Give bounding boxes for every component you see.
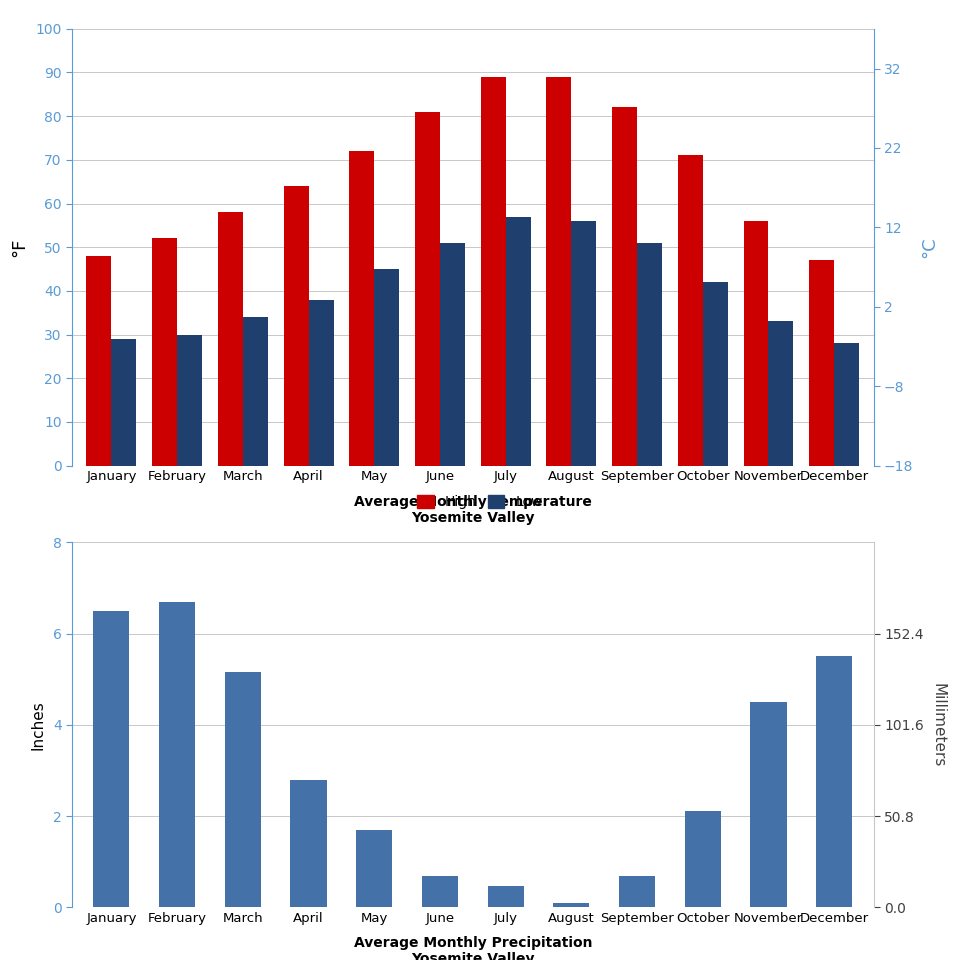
Bar xyxy=(768,322,793,466)
Bar xyxy=(421,876,458,907)
Bar xyxy=(152,238,178,466)
Bar xyxy=(834,344,859,466)
Legend: High, Low: High, Low xyxy=(412,490,548,515)
Bar xyxy=(374,269,399,466)
Bar xyxy=(571,221,596,466)
Y-axis label: °C: °C xyxy=(921,236,938,258)
Bar xyxy=(684,811,721,907)
Bar xyxy=(816,657,852,907)
Bar xyxy=(178,334,203,466)
Bar xyxy=(809,260,834,466)
Bar xyxy=(546,77,571,466)
Bar xyxy=(440,243,465,466)
Bar xyxy=(356,829,393,907)
Bar xyxy=(86,256,111,466)
Y-axis label: °F: °F xyxy=(11,237,28,257)
Bar xyxy=(243,317,268,466)
Bar xyxy=(703,282,728,466)
Bar xyxy=(415,111,440,466)
Bar xyxy=(93,611,130,907)
Y-axis label: Inches: Inches xyxy=(31,700,46,750)
X-axis label: Average Monthly Temperature
Yosemite Valley: Average Monthly Temperature Yosemite Val… xyxy=(354,494,591,525)
Bar xyxy=(308,300,333,466)
Bar xyxy=(612,108,637,466)
Bar xyxy=(619,876,655,907)
Bar xyxy=(506,217,531,466)
Bar xyxy=(159,602,195,907)
Bar xyxy=(743,221,768,466)
X-axis label: Average Monthly Precipitation
Yosemite Valley: Average Monthly Precipitation Yosemite V… xyxy=(353,936,592,960)
Y-axis label: Millimeters: Millimeters xyxy=(930,683,946,767)
Bar xyxy=(488,886,524,907)
Bar xyxy=(225,672,261,907)
Bar xyxy=(349,151,374,466)
Bar xyxy=(553,902,589,907)
Bar xyxy=(678,156,703,466)
Bar xyxy=(291,780,326,907)
Bar xyxy=(111,339,136,466)
Bar xyxy=(481,77,506,466)
Bar xyxy=(218,212,243,466)
Bar xyxy=(283,186,308,466)
Bar xyxy=(637,243,662,466)
Bar xyxy=(751,702,786,907)
